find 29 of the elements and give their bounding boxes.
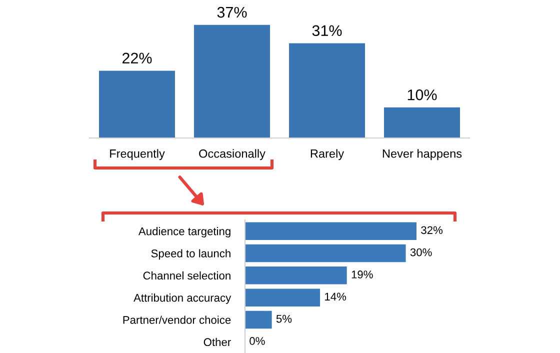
x-tick-label: Occasionally	[199, 149, 266, 160]
x-tick-label: Never happens	[382, 149, 462, 160]
bar	[194, 24, 270, 138]
data-label: 10%	[408, 89, 437, 100]
bar	[245, 310, 272, 329]
data-label: 19%	[352, 270, 373, 278]
bar	[245, 222, 417, 240]
y-tick-label: Channel selection	[143, 271, 230, 280]
data-label: 32%	[421, 226, 443, 234]
bar	[245, 266, 347, 284]
y-tick-label: Speed to launch	[151, 249, 230, 260]
y-tick-label: Attribution accuracy	[134, 294, 232, 304]
bar	[384, 107, 460, 138]
y-tick-label: Partner/vendor choice	[123, 316, 231, 324]
bar	[245, 244, 406, 262]
data-label: 31%	[312, 25, 342, 36]
data-label: 14%	[325, 292, 346, 301]
data-label: 5%	[276, 314, 292, 323]
bar	[99, 70, 175, 138]
bar	[289, 43, 365, 138]
x-tick-label: Rarely	[310, 149, 344, 160]
x-tick-label: Frequently	[110, 149, 165, 160]
data-label: 30%	[410, 248, 432, 256]
y-tick-label: Other	[204, 338, 231, 346]
bar	[245, 288, 320, 306]
data-label: 0%	[250, 337, 265, 345]
y-tick-label: Audience targeting	[138, 227, 230, 238]
data-label: 37%	[217, 6, 247, 18]
data-label: 22%	[122, 52, 152, 64]
